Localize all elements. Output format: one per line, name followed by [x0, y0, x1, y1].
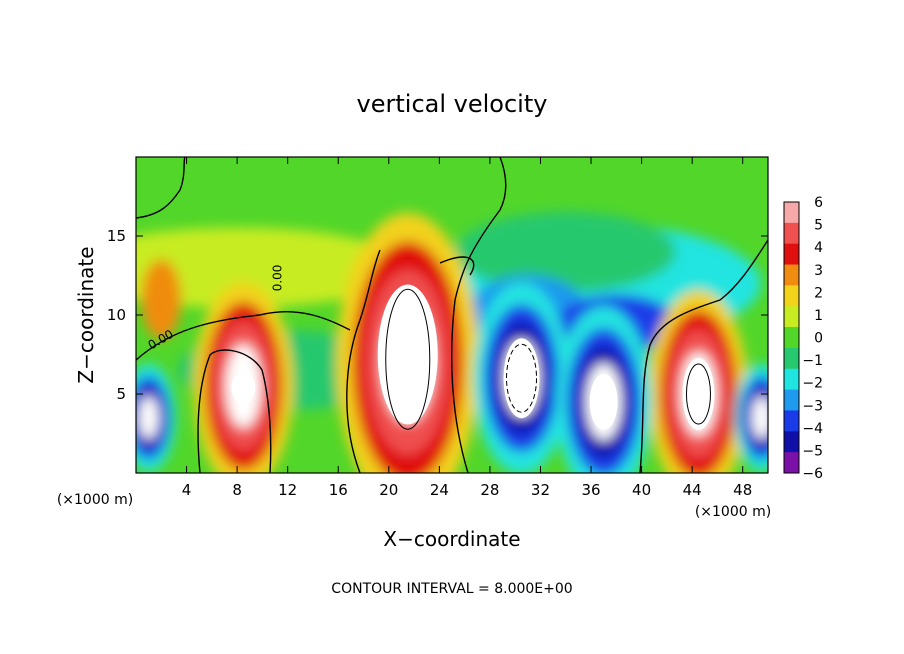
colorbar-swatch — [784, 368, 799, 391]
core-1 — [231, 371, 256, 404]
zero-contour-updraft-8 — [197, 349, 272, 473]
plot-area — [136, 157, 768, 473]
colorbar-label: −3 — [802, 398, 823, 414]
colorbar-frame — [783, 201, 800, 474]
x-axis: 4 8 12 16 20 24 28 32 36 40 44 48 — [182, 157, 752, 499]
y-axis-label: Z−coordinate — [74, 246, 98, 383]
colorbar-label: 3 — [814, 263, 823, 279]
y-axis: 5 10 15 — [107, 227, 768, 403]
colorbar-swatch — [784, 389, 799, 411]
colorbar-swatch — [784, 306, 799, 328]
colorbar-label: −1 — [802, 353, 823, 369]
colorbar-label: 2 — [814, 285, 823, 301]
core-2 — [682, 358, 715, 430]
y-tick-label: 15 — [107, 227, 126, 245]
x-tick-label: 4 — [182, 481, 192, 499]
upper-left-yellow — [136, 227, 408, 308]
x-tick-label: 44 — [683, 481, 702, 499]
zero-contour-small — [439, 256, 475, 276]
core-4 — [589, 373, 618, 430]
x-tick-label: 48 — [733, 481, 752, 499]
colorbar-swatch — [784, 410, 799, 432]
contour-label: 0.00 — [270, 265, 284, 292]
contour-interval-note: CONTOUR INTERVAL = 8.000E+00 — [331, 581, 572, 597]
colorbar: 6 5 4 3 2 1 0 −1 −2 −3 −4 −5 −6 — [783, 195, 823, 482]
y-tick-label: 10 — [107, 306, 126, 324]
colorbar-label: 0 — [814, 331, 823, 347]
x-tick-label: 24 — [430, 481, 449, 499]
zero-contour-mid-left — [136, 311, 351, 361]
colorbar-label: 6 — [814, 195, 823, 211]
colorbar-label: −2 — [802, 376, 823, 392]
x-tick-label: 8 — [232, 481, 242, 499]
upper-right-teal — [455, 211, 676, 292]
colorbar-swatch — [784, 431, 799, 453]
x-tick-label: 28 — [480, 481, 499, 499]
x-unit-left: (×1000 m) — [57, 492, 133, 508]
contour-core-updraft — [385, 288, 431, 430]
zero-contour-right — [639, 239, 768, 473]
downdraft-5-level — [138, 396, 159, 440]
x-tick-label: 20 — [379, 481, 398, 499]
colorbar-label: −4 — [802, 421, 823, 437]
colorbar-label: 5 — [814, 218, 823, 234]
colorbar-swatch — [784, 243, 799, 266]
zero-contour-upper-left — [136, 157, 186, 219]
colorbar-label: 1 — [814, 308, 823, 324]
core-3 — [503, 338, 540, 419]
colorbar-swatch — [784, 222, 799, 245]
upper-left-orange — [141, 259, 182, 340]
x-axis-label: X−coordinate — [383, 527, 520, 551]
contour-core-updraft-right — [685, 363, 711, 425]
x-unit-right: (×1000 m) — [695, 504, 771, 520]
zero-contour-updraft-right — [451, 157, 507, 473]
chart-title: vertical velocity — [357, 90, 548, 118]
x-tick-label: 12 — [278, 481, 297, 499]
x-tick-label: 32 — [531, 481, 550, 499]
core-0 — [377, 284, 438, 425]
colorbar-label: −5 — [802, 443, 823, 459]
colorbar-swatch — [784, 285, 799, 307]
x-tick-label: 36 — [581, 481, 600, 499]
colorbar-swatch — [784, 264, 799, 286]
colorbar-swatch — [784, 452, 799, 474]
x-tick-label: 16 — [329, 481, 348, 499]
colorbar-swatch — [784, 347, 799, 370]
colorbar-label: −6 — [802, 466, 823, 482]
contour-core-downdraft — [506, 343, 538, 413]
colorbar-swatch — [784, 202, 799, 224]
downdraft-6-level — [751, 396, 768, 440]
y-tick-label: 5 — [116, 385, 126, 403]
colorbar-label: 4 — [814, 240, 823, 256]
x-tick-label: 40 — [632, 481, 651, 499]
zero-contour-updraft-left — [346, 249, 381, 473]
colorbar-swatch — [784, 327, 799, 349]
